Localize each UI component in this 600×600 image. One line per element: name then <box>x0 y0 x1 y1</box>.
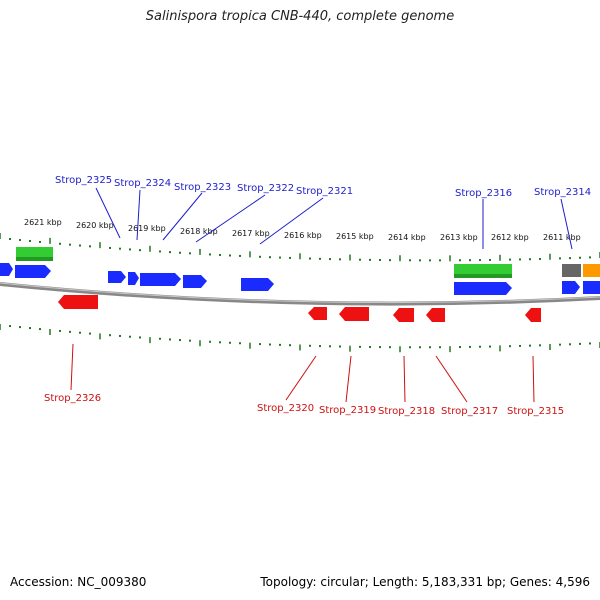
scale-label: 2612 kbp <box>491 233 529 242</box>
leader-line <box>560 198 573 250</box>
green-feature-shade <box>16 257 53 261</box>
scale-label: 2618 kbp <box>180 227 218 236</box>
gene-label-strop-2316[interactable]: Strop_2316 <box>455 188 512 199</box>
green-feature-shade <box>454 274 512 278</box>
forward-gene[interactable] <box>454 282 512 295</box>
gene-label-strop-2323[interactable]: Strop_2323 <box>174 182 231 193</box>
leader-line <box>95 187 121 239</box>
reverse-gene[interactable] <box>339 307 369 321</box>
leader-line <box>345 355 352 403</box>
gene-label-strop-2324[interactable]: Strop_2324 <box>114 178 171 189</box>
scale-label: 2614 kbp <box>388 233 426 242</box>
gene-label-strop-2318[interactable]: Strop_2318 <box>378 406 435 417</box>
backbone-strand <box>0 282 600 306</box>
reverse-gene[interactable] <box>58 295 98 309</box>
forward-gene[interactable] <box>583 281 600 294</box>
reverse-gene[interactable] <box>393 308 414 322</box>
leader-line <box>162 192 203 241</box>
reverse-labels: Strop_2326 Strop_2320 Strop_2319 Strop_2… <box>44 393 564 417</box>
reverse-gene[interactable] <box>525 308 541 322</box>
leader-line <box>195 194 266 243</box>
feature-track-upper <box>16 247 600 278</box>
scale-label: 2611 kbp <box>543 233 581 242</box>
forward-gene[interactable] <box>108 271 126 283</box>
forward-gene[interactable] <box>0 263 13 276</box>
backbone-highlight <box>0 282 600 304</box>
lower-scale-ticks <box>0 324 600 353</box>
reverse-genes <box>58 295 541 322</box>
forward-gene[interactable] <box>128 272 139 285</box>
gene-label-strop-2322[interactable]: Strop_2322 <box>237 183 294 194</box>
reverse-gene[interactable] <box>308 307 327 320</box>
accession-text: Accession: NC_009380 <box>10 575 147 589</box>
gray-feature[interactable] <box>562 264 581 277</box>
scale-label: 2613 kbp <box>440 233 478 242</box>
upper-scale-ticks <box>0 233 600 262</box>
reverse-label-lines <box>70 343 535 403</box>
forward-genes <box>0 263 600 295</box>
forward-gene[interactable] <box>241 278 274 291</box>
leader-line <box>403 355 406 403</box>
gene-label-strop-2314[interactable]: Strop_2314 <box>534 187 591 198</box>
gene-label-strop-2315[interactable]: Strop_2315 <box>507 406 564 417</box>
forward-labels: Strop_2325 Strop_2324 Strop_2323 Strop_2… <box>55 175 591 199</box>
gene-label-strop-2319[interactable]: Strop_2319 <box>319 405 376 416</box>
scale-label: 2621 kbp <box>24 218 62 227</box>
scale-label: 2616 kbp <box>284 231 322 240</box>
scale-label: 2619 kbp <box>128 224 166 233</box>
forward-gene[interactable] <box>562 281 580 294</box>
gene-label-strop-2320[interactable]: Strop_2320 <box>257 403 314 414</box>
forward-label-lines <box>95 187 573 250</box>
reverse-gene[interactable] <box>426 308 445 322</box>
scale-labels: 2621 kbp 2620 kbp 2619 kbp 2618 kbp 2617… <box>24 218 581 242</box>
orange-feature[interactable] <box>583 264 600 277</box>
leader-line <box>70 343 74 391</box>
scale-label: 2620 kbp <box>76 221 114 230</box>
gene-label-strop-2317[interactable]: Strop_2317 <box>441 406 498 417</box>
scale-label: 2617 kbp <box>232 229 270 238</box>
leader-line <box>136 189 141 241</box>
gene-label-strop-2325[interactable]: Strop_2325 <box>55 175 112 186</box>
gene-label-strop-2326[interactable]: Strop_2326 <box>44 393 101 404</box>
genome-summary-text: Topology: circular; Length: 5,183,331 bp… <box>260 575 590 589</box>
forward-gene[interactable] <box>183 275 207 288</box>
scale-label: 2615 kbp <box>336 232 374 241</box>
forward-gene[interactable] <box>140 273 181 286</box>
forward-gene[interactable] <box>15 265 51 278</box>
leader-line <box>285 355 317 401</box>
leader-line <box>532 355 535 403</box>
map-title: Salinispora tropica CNB-440, complete ge… <box>145 9 455 24</box>
leader-line <box>435 355 468 403</box>
gene-label-strop-2321[interactable]: Strop_2321 <box>296 186 353 197</box>
leader-line <box>259 197 324 245</box>
